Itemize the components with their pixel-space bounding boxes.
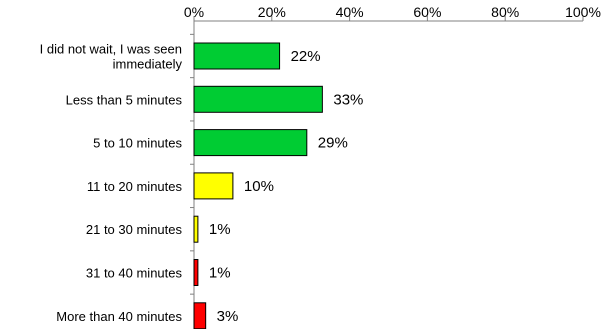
- bar: [193, 302, 207, 329]
- value-label: 29%: [318, 135, 348, 152]
- category-label-line: immediately: [113, 57, 183, 72]
- category-label-line: Less than 5 minutes: [66, 92, 183, 107]
- x-tick-label: 60%: [413, 4, 441, 20]
- bar: [193, 129, 308, 157]
- bar: [193, 42, 281, 70]
- x-tick-label: 80%: [491, 4, 519, 20]
- bar: [193, 215, 199, 243]
- x-tick-label: 100%: [565, 4, 601, 20]
- x-axis: 0% 20% 40% 60% 80% 100%: [184, 4, 601, 22]
- x-tick-label: 0%: [184, 4, 204, 20]
- x-tick-label: 20%: [258, 4, 286, 20]
- bar: [193, 172, 234, 200]
- value-label: 3%: [217, 308, 239, 325]
- bar: [193, 259, 199, 286]
- x-tick-label: 40%: [336, 4, 364, 20]
- y-axis: [190, 21, 195, 329]
- category-label: 21 to 30 minutes: [86, 222, 183, 237]
- category-label: More than 40 minutes: [56, 309, 182, 324]
- category-label: Less than 5 minutes: [66, 92, 183, 107]
- bars: [193, 42, 323, 329]
- category-label-line: I did not wait, I was seen: [40, 42, 182, 57]
- category-label-line: 31 to 40 minutes: [86, 266, 183, 281]
- category-label-line: More than 40 minutes: [56, 309, 182, 324]
- category-label-line: 11 to 20 minutes: [87, 179, 183, 194]
- value-label: 10%: [244, 178, 274, 195]
- bar: [193, 85, 323, 113]
- category-label-line: 5 to 10 minutes: [93, 136, 182, 151]
- category-label: 5 to 10 minutes: [93, 136, 182, 151]
- category-label: 31 to 40 minutes: [86, 266, 183, 281]
- value-label: 33%: [333, 91, 363, 108]
- value-label: 1%: [209, 265, 231, 282]
- category-label: I did not wait, I was seen immediately: [40, 42, 183, 72]
- value-label: 1%: [209, 221, 231, 238]
- value-labels: 22% 33% 29% 10% 1% 1% 3%: [209, 48, 364, 325]
- category-label: 11 to 20 minutes: [87, 179, 183, 194]
- category-label-line: 21 to 30 minutes: [86, 222, 183, 237]
- category-labels: I did not wait, I was seen immediately Les…: [40, 42, 183, 324]
- value-label: 22%: [291, 48, 321, 65]
